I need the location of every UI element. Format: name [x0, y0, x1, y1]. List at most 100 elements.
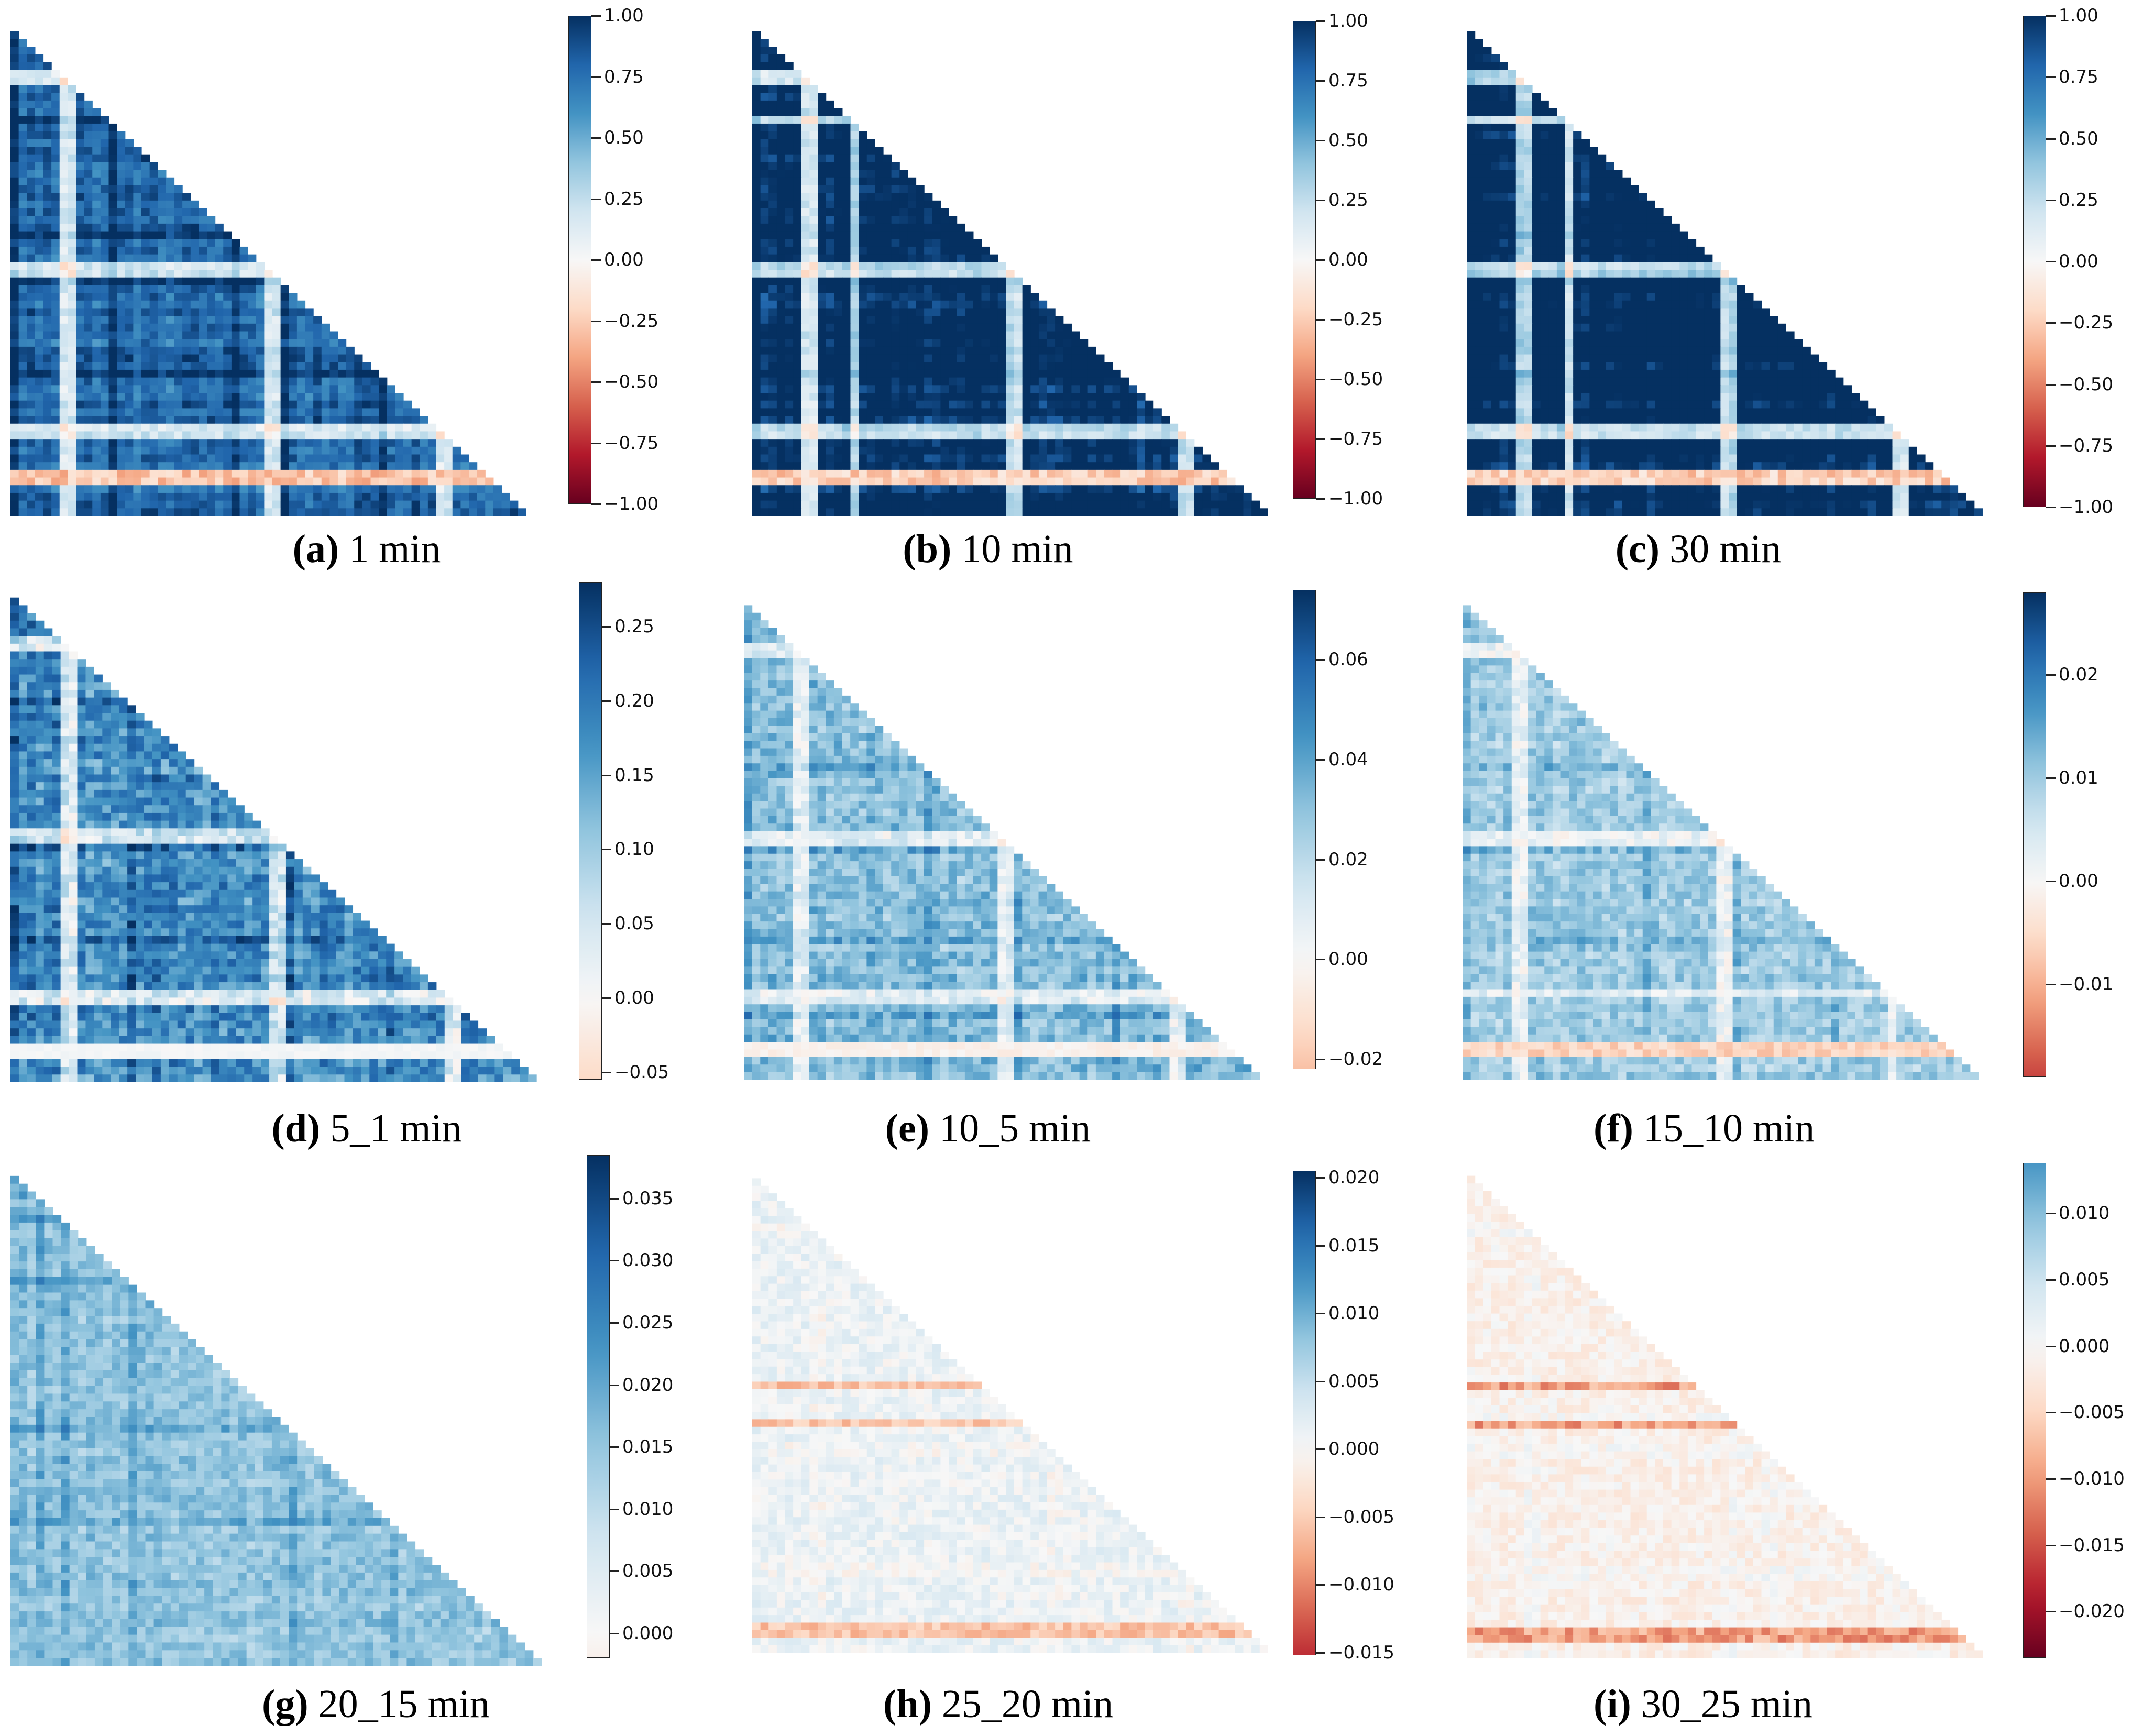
heatmap-cell [1622, 216, 1631, 224]
heatmap-cell [1729, 293, 1738, 301]
heatmap-cell [1467, 62, 1476, 70]
heatmap-cell [100, 408, 109, 416]
heatmap-cell [158, 492, 167, 501]
heatmap-cell [981, 439, 990, 447]
heatmap-cell [1524, 323, 1533, 332]
heatmap-cell [18, 293, 27, 301]
heatmap-cell [92, 177, 101, 186]
heatmap-cell [1639, 208, 1647, 216]
heatmap-cell [997, 416, 1006, 424]
heatmap-cell [990, 508, 998, 516]
heatmap-cell [1515, 85, 1524, 93]
heatmap-cell [1696, 270, 1705, 278]
heatmap-cell [10, 262, 19, 270]
heatmap-cell [51, 216, 60, 224]
heatmap-cell [1022, 377, 1031, 386]
heatmap-cell [932, 362, 941, 370]
heatmap-cell [801, 331, 810, 339]
heatmap-cell [403, 416, 412, 424]
heatmap-cell [420, 439, 428, 447]
heatmap-cell [68, 185, 76, 193]
heatmap-cell [321, 508, 330, 516]
heatmap-cell [949, 316, 958, 324]
heatmap-cell [826, 193, 834, 201]
heatmap-cell [174, 423, 183, 432]
heatmap-cell [1137, 416, 1146, 424]
heatmap-cell [1467, 77, 1476, 86]
heatmap-cell [43, 231, 52, 239]
heatmap-cell [387, 431, 395, 440]
heatmap-cell [239, 308, 248, 316]
heatmap-cell [108, 462, 117, 470]
heatmap-cell [1606, 239, 1614, 247]
heatmap-cell [166, 454, 175, 463]
heatmap-cell [313, 354, 322, 362]
heatmap-cell [35, 246, 44, 255]
heatmap-cell [125, 162, 134, 170]
heatmap-cell [395, 462, 404, 470]
heatmap-cell [1475, 323, 1483, 332]
heatmap-cell [981, 454, 990, 463]
heatmap-cell [174, 354, 183, 362]
heatmap-cell [141, 277, 150, 285]
heatmap-cell [785, 485, 794, 493]
heatmap-cell [117, 377, 126, 386]
heatmap-cell [199, 323, 207, 332]
heatmap-cell [768, 431, 777, 440]
heatmap-cell [43, 170, 52, 178]
heatmap-cell [752, 208, 761, 216]
heatmap-cell [1491, 316, 1500, 324]
heatmap-cell [1540, 300, 1549, 309]
heatmap-cell [108, 193, 117, 201]
heatmap-cell [973, 270, 982, 278]
heatmap-cell [1548, 339, 1557, 347]
heatmap-cell [785, 439, 794, 447]
heatmap-cell [27, 231, 36, 239]
heatmap-cell [76, 385, 85, 393]
heatmap-cell [141, 377, 150, 386]
heatmap-cell [92, 477, 101, 486]
heatmap-cell [166, 270, 175, 278]
heatmap-cell [1038, 469, 1048, 478]
heatmap-cell [141, 154, 150, 162]
heatmap-cell [1161, 485, 1170, 493]
heatmap-cell [818, 93, 827, 101]
heatmap-cell [76, 492, 85, 501]
heatmap-cell [1087, 446, 1096, 455]
heatmap-cell [826, 277, 834, 285]
heatmap-cell [76, 339, 85, 347]
heatmap-cell [289, 362, 298, 370]
heatmap-cell [965, 316, 974, 324]
heatmap-cell [891, 323, 900, 332]
heatmap-cell [859, 485, 867, 493]
heatmap-cell [1639, 262, 1647, 270]
heatmap-cell [1006, 285, 1015, 293]
heatmap-cell [801, 77, 810, 86]
heatmap-cell [362, 454, 371, 463]
heatmap-cell [92, 500, 101, 509]
heatmap-cell [891, 485, 900, 493]
heatmap-cell [272, 492, 281, 501]
heatmap-cell [1581, 323, 1590, 332]
heatmap-cell [1589, 254, 1598, 262]
heatmap-cell [264, 293, 273, 301]
heatmap-cell [149, 208, 158, 216]
heatmap-cell [133, 300, 142, 309]
heatmap-cell [248, 377, 257, 386]
heatmap-cell [760, 477, 769, 486]
heatmap-cell [1063, 500, 1072, 509]
heatmap-cell [215, 346, 224, 355]
heatmap-cell [859, 200, 867, 209]
heatmap-cell [1491, 331, 1500, 339]
heatmap-cell [1696, 285, 1705, 293]
heatmap-cell [264, 362, 273, 370]
heatmap-cell [395, 446, 404, 455]
heatmap-cell [801, 131, 810, 139]
heatmap-cell [477, 500, 486, 509]
heatmap-cell [760, 416, 769, 424]
heatmap-cell [1630, 254, 1639, 262]
heatmap-cell [1524, 262, 1533, 270]
heatmap-cell [997, 316, 1006, 324]
heatmap-cell [76, 369, 85, 378]
heatmap-cell [1491, 162, 1500, 170]
